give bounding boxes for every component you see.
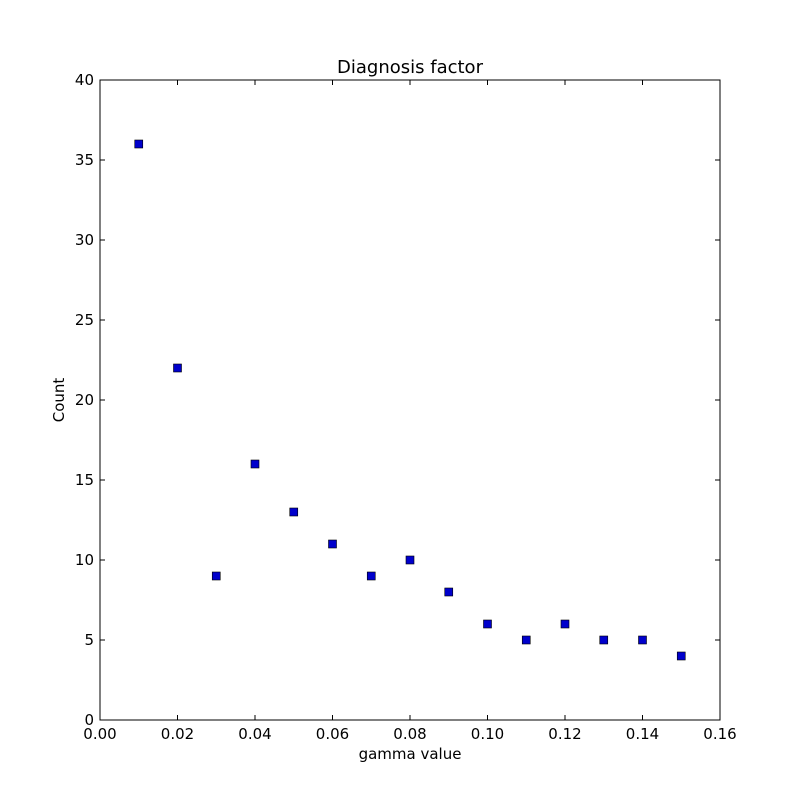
data-point xyxy=(250,459,260,469)
y-tick-label: 40 xyxy=(75,71,94,89)
data-point xyxy=(211,571,221,581)
data-point xyxy=(328,539,337,549)
x-tick-label: 0.16 xyxy=(703,725,736,743)
points-layer xyxy=(134,139,686,661)
data-point xyxy=(638,635,647,645)
y-tick-label: 30 xyxy=(75,231,94,249)
y-tick-label: 25 xyxy=(75,311,94,329)
chart-title: Diagnosis factor xyxy=(337,57,484,78)
data-point xyxy=(173,363,182,373)
data-point xyxy=(134,139,144,149)
x-tick-label: 0.02 xyxy=(161,725,194,743)
x-tick-label: 0.08 xyxy=(393,725,426,743)
y-tick-label: 20 xyxy=(75,391,94,409)
x-tick-label: 0.00 xyxy=(83,725,116,743)
y-tick-label: 5 xyxy=(84,631,94,649)
data-point xyxy=(289,507,299,517)
y-tick-label: 10 xyxy=(75,551,94,569)
data-point xyxy=(599,635,609,645)
y-axis-label: Count xyxy=(50,378,68,423)
x-tick-label: 0.04 xyxy=(238,725,271,743)
data-point xyxy=(483,619,492,629)
plot-frame xyxy=(99,79,721,721)
x-tick-label: 0.12 xyxy=(548,725,581,743)
data-point xyxy=(444,587,454,597)
data-point xyxy=(405,555,415,565)
y-tick-label: 15 xyxy=(75,471,94,489)
data-point xyxy=(560,619,570,629)
x-axis-label: gamma value xyxy=(359,745,462,763)
tick-labels-layer: 0.00 0.02 0.04 0.06 0.08 0.10 0.12 0.14 0.16 0 5 10… xyxy=(75,71,737,743)
y-tick-label: 0 xyxy=(84,711,94,729)
data-point xyxy=(366,571,376,581)
data-point xyxy=(521,635,531,645)
data-point xyxy=(676,651,686,661)
x-tick-label: 0.14 xyxy=(626,725,659,743)
y-tick-label: 35 xyxy=(75,151,94,169)
x-tick-label: 0.06 xyxy=(316,725,349,743)
x-tick-label: 0.10 xyxy=(471,725,504,743)
